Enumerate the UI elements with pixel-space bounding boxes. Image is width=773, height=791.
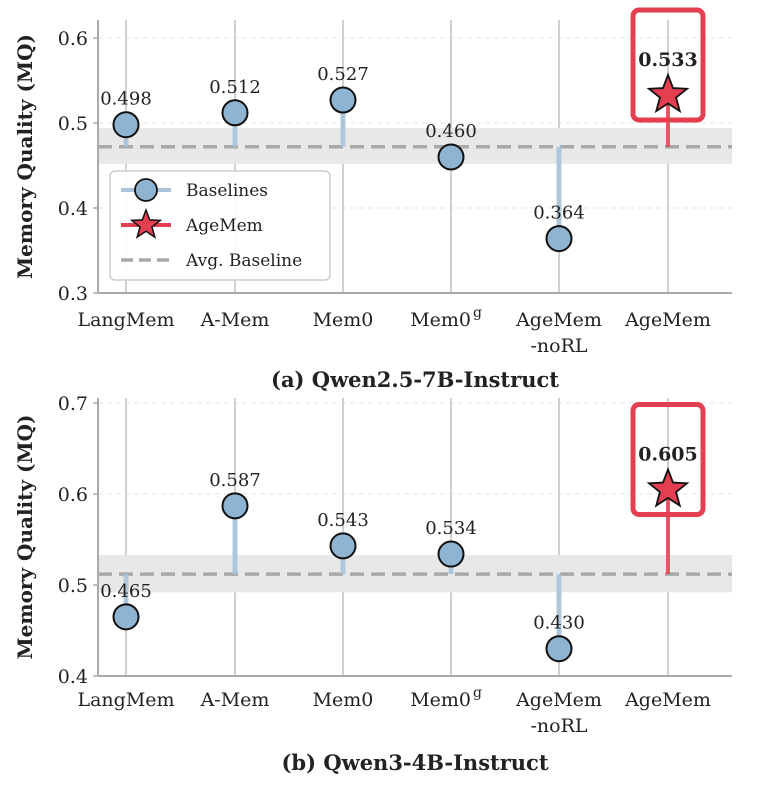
x-tick-label: A-Mem — [200, 309, 270, 331]
data-label: 0.543 — [317, 510, 369, 531]
x-tick-label: AgeMem — [624, 689, 711, 711]
agemem-highlight-box — [630, 401, 706, 517]
y-tick-label: 0.6 — [58, 484, 88, 506]
panel-caption: (a) Qwen2.5-7B-Instruct — [271, 367, 559, 392]
y-axis-label: Memory Quality (MQ) — [13, 415, 37, 660]
data-label: 0.605 — [638, 443, 698, 465]
legend-agemem-marker — [129, 207, 163, 239]
legend: Baselines AgeMem Avg. Baseline — [109, 170, 331, 281]
x-tick-label: AgeMem — [515, 689, 602, 711]
x-tick-superscript: g — [473, 685, 482, 701]
data-label: 0.430 — [533, 613, 585, 634]
baseline-point — [545, 225, 573, 253]
legend-label-baselines: Baselines — [186, 181, 268, 201]
agemem-point — [646, 466, 690, 508]
data-label: 0.533 — [638, 49, 698, 71]
agemem-highlight-box — [630, 7, 706, 123]
baseline-point — [437, 540, 465, 568]
data-label: 0.460 — [425, 121, 477, 142]
legend-frame — [109, 170, 331, 281]
data-label: 0.527 — [317, 64, 369, 85]
x-tick-label: AgeMem — [624, 309, 711, 331]
y-tick-label: 0.5 — [58, 113, 88, 135]
x-tick-label: LangMem — [77, 309, 174, 331]
panel-caption: (b) Qwen3-4B-Instruct — [281, 750, 548, 775]
y-tick-label: 0.4 — [58, 198, 88, 220]
y-tick-label: 0.4 — [58, 666, 88, 688]
y-tick-label: 0.7 — [58, 393, 88, 415]
data-label: 0.498 — [100, 89, 152, 110]
data-label: 0.512 — [209, 77, 261, 98]
baseline-point — [545, 635, 573, 663]
x-tick-label: LangMem — [77, 689, 174, 711]
data-label: 0.587 — [209, 470, 261, 491]
baseline-point — [221, 99, 249, 127]
panel-a: 0.3 0.4 0.5 0.6 Memory Quality (MQ) LangMem A-… — [13, 7, 732, 392]
x-tick-label: AgeMem — [515, 309, 602, 331]
y-axis-label: Memory Quality (MQ) — [13, 34, 37, 279]
data-label: 0.534 — [425, 518, 477, 539]
baseline-point — [221, 492, 249, 520]
legend-label-agemem: AgeMem — [185, 216, 263, 236]
x-tick-label: A-Mem — [200, 689, 270, 711]
baseline-point — [329, 532, 357, 560]
agemem-point — [646, 72, 690, 114]
y-tick-label: 0.5 — [58, 575, 88, 597]
x-tick-label-line2: -noRL — [530, 335, 587, 357]
x-tick-label: Mem0 — [313, 689, 374, 711]
data-label: 0.364 — [533, 203, 585, 224]
x-tick-label: Mem0 — [410, 309, 471, 331]
data-label: 0.465 — [100, 581, 152, 602]
y-tick-label: 0.3 — [58, 283, 88, 305]
baseline-point — [437, 143, 465, 171]
baseline-point — [112, 603, 140, 631]
x-tick-label-line2: -noRL — [530, 715, 587, 737]
y-tick-label: 0.6 — [58, 28, 88, 50]
legend-label-avg-baseline: Avg. Baseline — [185, 251, 302, 271]
x-tick-label: Mem0 — [410, 689, 471, 711]
legend-baselines-marker — [134, 178, 158, 202]
panel-b: 0.4 0.5 0.6 0.7 Memory Quality (MQ) LangMem A-… — [13, 393, 732, 775]
x-tick-label: Mem0 — [313, 309, 374, 331]
baseline-point — [112, 111, 140, 139]
baseline-point — [329, 86, 357, 114]
x-tick-superscript: g — [473, 305, 482, 321]
